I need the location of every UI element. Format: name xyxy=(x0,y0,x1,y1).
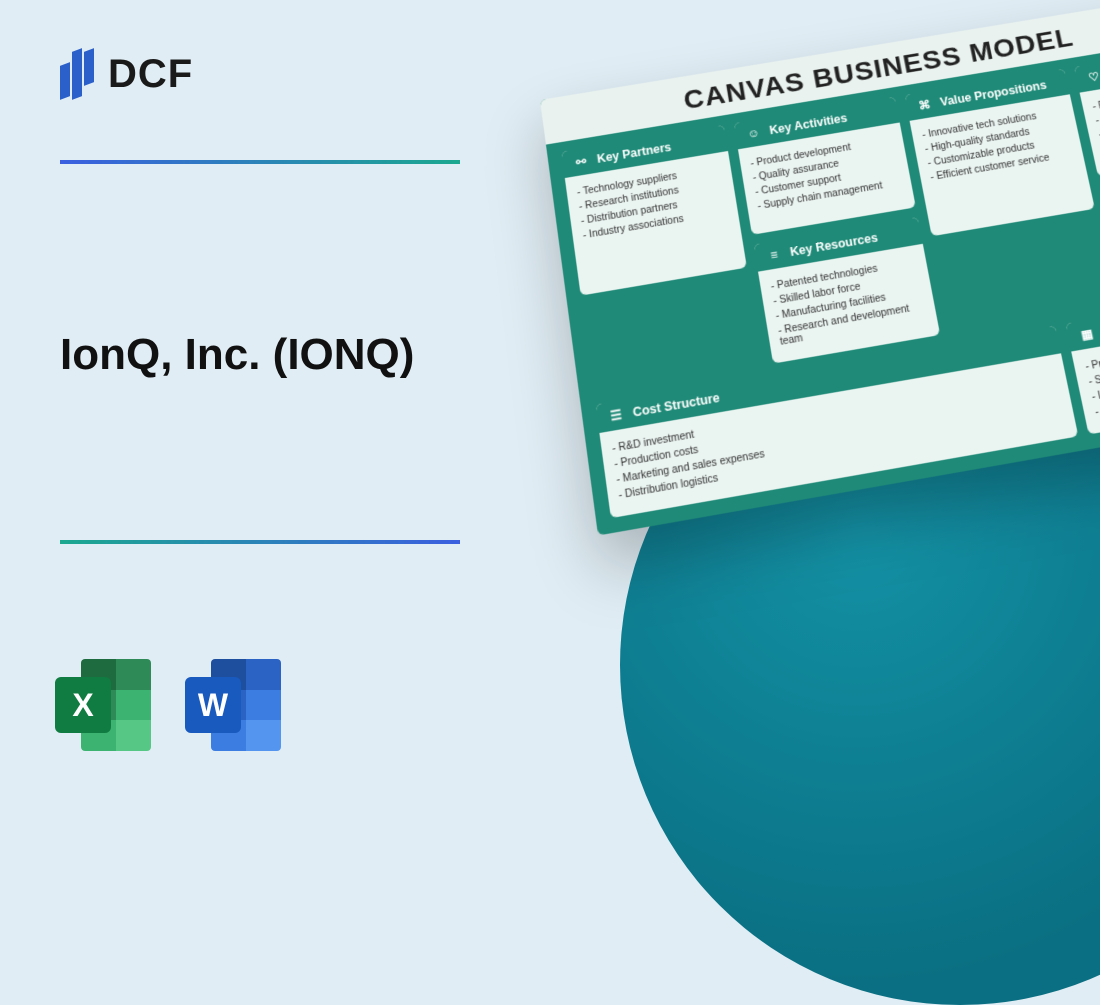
database-icon: ≡ xyxy=(765,246,784,264)
logo: DCF xyxy=(60,50,193,98)
word-badge-letter: W xyxy=(185,677,241,733)
card-key-resources: ≡Key Resources Patented technologies Ski… xyxy=(753,217,940,364)
divider-bottom xyxy=(60,540,460,544)
card-key-partners: ⚯Key Partners Technology suppliers Resea… xyxy=(561,125,747,296)
people-icon: ☺ xyxy=(744,125,762,143)
money-icon: ▦ xyxy=(1077,325,1097,344)
heart-icon: ♡ xyxy=(1085,68,1100,85)
divider-top xyxy=(60,160,460,164)
excel-badge-letter: X xyxy=(55,677,111,733)
card-value-propositions: ⌘Value Propositions Innovative tech solu… xyxy=(904,69,1094,237)
sliders-icon: ☰ xyxy=(607,406,626,425)
gift-icon: ⌘ xyxy=(915,96,934,113)
canvas-sheet: CANVAS BUSINESS MODEL ⚯Key Partners Tech… xyxy=(540,100,1100,541)
card-key-activities: ☺Key Activities Product development Qual… xyxy=(734,97,916,235)
logo-text: DCF xyxy=(108,52,193,97)
word-icon: W xyxy=(185,655,285,755)
app-icons-row: X W xyxy=(55,655,285,755)
excel-icon: X xyxy=(55,655,155,755)
page-title: IonQ, Inc. (IONQ) xyxy=(60,330,414,380)
link-icon: ⚯ xyxy=(572,153,590,171)
logo-mark-icon xyxy=(60,50,96,98)
